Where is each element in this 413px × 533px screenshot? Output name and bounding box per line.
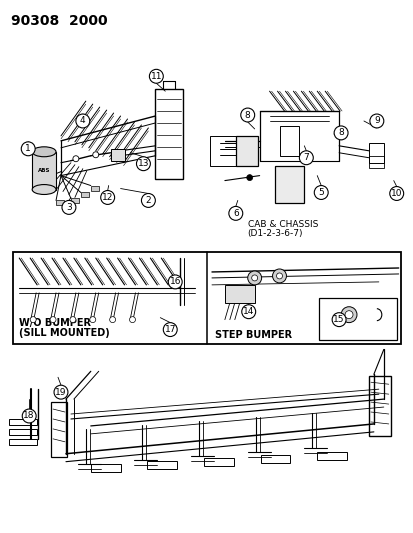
Circle shape: [141, 193, 155, 207]
Bar: [51, 402, 67, 457]
Circle shape: [93, 152, 98, 158]
Circle shape: [272, 269, 286, 283]
Ellipse shape: [32, 184, 56, 195]
Circle shape: [30, 317, 36, 322]
Text: 4: 4: [80, 117, 85, 125]
Circle shape: [228, 206, 242, 220]
Circle shape: [340, 306, 356, 322]
Text: 8: 8: [337, 128, 343, 138]
Text: 3: 3: [66, 203, 71, 212]
Text: (SILL MOUNTED): (SILL MOUNTED): [19, 328, 110, 337]
Text: ABS: ABS: [38, 168, 50, 173]
Circle shape: [168, 275, 182, 289]
Bar: [9, 439, 37, 445]
Text: CAB & CHASSIS: CAB & CHASSIS: [247, 220, 317, 229]
Circle shape: [331, 313, 345, 327]
Circle shape: [100, 190, 114, 205]
Circle shape: [90, 317, 95, 322]
Text: (D1-2-3-6-7): (D1-2-3-6-7): [247, 229, 302, 238]
Bar: [9, 419, 37, 425]
Circle shape: [240, 108, 254, 122]
Text: STEP BUMPER: STEP BUMPER: [214, 329, 291, 340]
Bar: [224, 285, 254, 303]
Bar: [81, 192, 88, 197]
Text: 2: 2: [145, 196, 151, 205]
Bar: [147, 461, 177, 469]
Circle shape: [70, 317, 76, 322]
Text: 6: 6: [233, 209, 238, 218]
Bar: [71, 198, 78, 204]
Circle shape: [149, 69, 163, 83]
Bar: [9, 429, 37, 435]
Text: 7: 7: [303, 153, 309, 162]
Circle shape: [389, 187, 403, 200]
Circle shape: [313, 185, 328, 199]
Bar: [204, 458, 233, 466]
Text: 9: 9: [373, 117, 379, 125]
Circle shape: [241, 305, 255, 319]
Text: 1: 1: [25, 144, 31, 154]
Circle shape: [299, 151, 313, 165]
Circle shape: [163, 322, 177, 336]
Text: 19: 19: [55, 387, 66, 397]
Circle shape: [276, 273, 282, 279]
Circle shape: [22, 409, 36, 423]
Bar: [209, 136, 235, 166]
Bar: [235, 136, 257, 166]
Text: 14: 14: [242, 307, 254, 316]
Bar: [368, 156, 383, 168]
Circle shape: [247, 271, 261, 285]
Circle shape: [251, 275, 257, 281]
Circle shape: [73, 156, 78, 161]
Circle shape: [21, 142, 35, 156]
Bar: [56, 200, 64, 205]
Ellipse shape: [32, 147, 56, 157]
Bar: [279, 126, 299, 156]
Bar: [13, 252, 400, 344]
Circle shape: [129, 317, 135, 322]
Text: 8: 8: [244, 110, 250, 119]
Bar: [316, 452, 346, 459]
Bar: [368, 376, 390, 436]
Circle shape: [136, 157, 150, 171]
Bar: [90, 185, 98, 190]
Circle shape: [344, 311, 352, 319]
Circle shape: [369, 114, 383, 128]
Text: 16: 16: [169, 277, 180, 286]
Text: 10: 10: [390, 189, 401, 198]
Text: 18: 18: [24, 411, 35, 421]
Text: 17: 17: [164, 325, 176, 334]
Text: 11: 11: [150, 72, 162, 81]
Text: 90308  2000: 90308 2000: [11, 14, 108, 28]
Bar: [110, 149, 124, 161]
Text: 12: 12: [102, 193, 113, 202]
Bar: [368, 143, 383, 163]
Bar: [274, 166, 304, 204]
Circle shape: [246, 175, 252, 181]
Circle shape: [109, 317, 115, 322]
Bar: [32, 152, 56, 190]
Text: W/O BUMPER: W/O BUMPER: [19, 318, 91, 328]
Text: 13: 13: [138, 159, 149, 168]
Circle shape: [50, 317, 56, 322]
Bar: [260, 455, 290, 463]
Bar: [90, 464, 120, 472]
Text: 5: 5: [318, 188, 323, 197]
Bar: [155, 89, 183, 179]
Circle shape: [54, 385, 68, 399]
Circle shape: [333, 126, 347, 140]
Text: 15: 15: [332, 315, 344, 324]
Bar: [318, 298, 396, 340]
Circle shape: [62, 200, 76, 214]
Circle shape: [76, 114, 90, 128]
